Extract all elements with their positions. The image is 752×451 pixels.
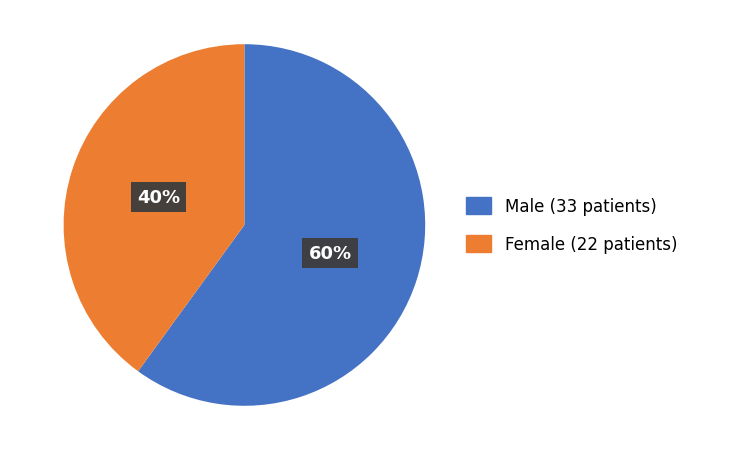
Text: 60%: 60% xyxy=(309,244,352,262)
Text: 40%: 40% xyxy=(137,189,180,207)
Wedge shape xyxy=(64,45,244,372)
Wedge shape xyxy=(138,45,425,406)
Legend: Male (33 patients), Female (22 patients): Male (33 patients), Female (22 patients) xyxy=(459,191,684,260)
